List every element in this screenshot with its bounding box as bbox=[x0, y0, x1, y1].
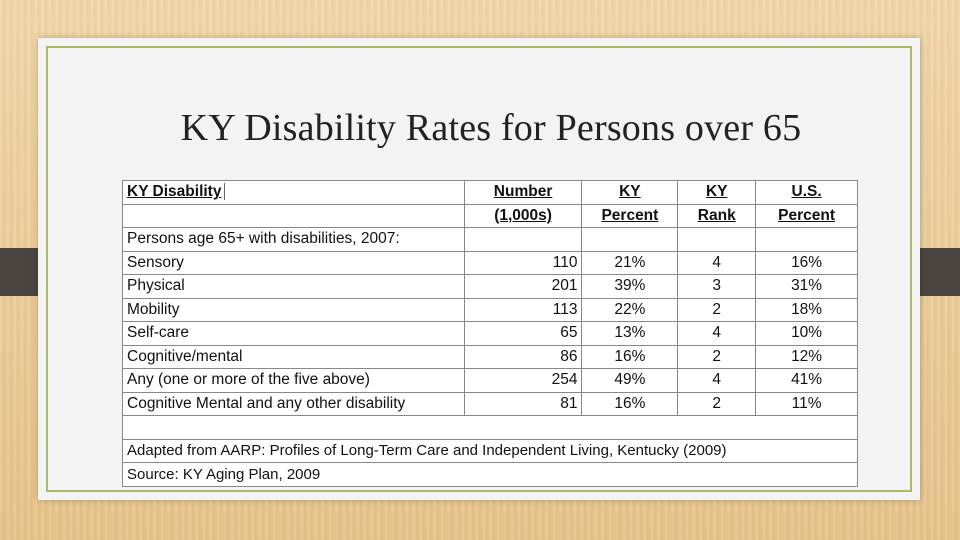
slide: KY Disability Rates for Persons over 65 … bbox=[38, 38, 920, 500]
source-note: Source: KY Aging Plan, 2009 bbox=[122, 462, 858, 487]
header-ky-percent: KY bbox=[581, 180, 679, 205]
row-rank: 2 bbox=[677, 344, 757, 369]
row-ky-percent: 16% bbox=[581, 391, 679, 416]
row-us-percent: 18% bbox=[755, 297, 858, 322]
row-us-percent: 16% bbox=[755, 250, 858, 275]
row-number: 86 bbox=[463, 344, 583, 369]
row-ky-percent: 16% bbox=[581, 344, 679, 369]
row-us-percent: 31% bbox=[755, 274, 858, 299]
header-units: (1,000s) bbox=[463, 203, 583, 228]
header-label-cell: KY Disability bbox=[122, 180, 465, 205]
header-rank: Rank bbox=[677, 203, 757, 228]
header-percent: Percent bbox=[581, 203, 679, 228]
table-row: Physical 201 39% 3 31% bbox=[122, 274, 858, 299]
row-ky-percent: 21% bbox=[581, 250, 679, 275]
row-rank: 2 bbox=[677, 297, 757, 322]
header-percent-us: Percent bbox=[755, 203, 858, 228]
adapted-note-row: Adapted from AARP: Profiles of Long-Term… bbox=[122, 438, 858, 463]
row-number: 110 bbox=[463, 250, 583, 275]
row-label: Cognitive Mental and any other disabilit… bbox=[122, 391, 465, 416]
row-ky-percent: 39% bbox=[581, 274, 679, 299]
table-row: Self-care 65 13% 4 10% bbox=[122, 321, 858, 346]
row-label: Self-care bbox=[122, 321, 465, 346]
adapted-note: Adapted from AARP: Profiles of Long-Term… bbox=[122, 438, 858, 463]
header-ky-disability: KY Disability bbox=[127, 183, 226, 201]
table-row: Cognitive Mental and any other disabilit… bbox=[122, 391, 858, 416]
row-ky-percent: 13% bbox=[581, 321, 679, 346]
table-header-row-2: (1,000s) Percent Rank Percent bbox=[122, 203, 858, 228]
row-rank: 3 bbox=[677, 274, 757, 299]
row-us-percent: 10% bbox=[755, 321, 858, 346]
row-rank: 2 bbox=[677, 391, 757, 416]
source-note-row: Source: KY Aging Plan, 2009 bbox=[122, 462, 858, 487]
header-ky-rank: KY bbox=[677, 180, 757, 205]
row-number: 254 bbox=[463, 368, 583, 393]
blank-row bbox=[122, 415, 858, 440]
table-row: Mobility 113 22% 2 18% bbox=[122, 297, 858, 322]
row-number: 65 bbox=[463, 321, 583, 346]
row-label: Physical bbox=[122, 274, 465, 299]
header-blank-cell bbox=[122, 203, 465, 228]
section-row: Persons age 65+ with disabilities, 2007: bbox=[122, 227, 858, 252]
row-us-percent: 11% bbox=[755, 391, 858, 416]
disability-table: KY Disability Number KY KY U.S. (1,000s)… bbox=[122, 180, 858, 487]
header-number: Number bbox=[463, 180, 583, 205]
table-row: Any (one or more of the five above) 254 … bbox=[122, 368, 858, 393]
slide-border bbox=[46, 46, 912, 492]
row-label: Sensory bbox=[122, 250, 465, 275]
slide-title: KY Disability Rates for Persons over 65 bbox=[180, 107, 802, 149]
row-number: 113 bbox=[463, 297, 583, 322]
row-label: Mobility bbox=[122, 297, 465, 322]
row-number: 81 bbox=[463, 391, 583, 416]
row-ky-percent: 49% bbox=[581, 368, 679, 393]
header-us-percent: U.S. bbox=[755, 180, 858, 205]
row-rank: 4 bbox=[677, 368, 757, 393]
row-us-percent: 41% bbox=[755, 368, 858, 393]
row-label: Any (one or more of the five above) bbox=[122, 368, 465, 393]
section-label: Persons age 65+ with disabilities, 2007: bbox=[122, 227, 465, 252]
row-us-percent: 12% bbox=[755, 344, 858, 369]
row-rank: 4 bbox=[677, 321, 757, 346]
row-rank: 4 bbox=[677, 250, 757, 275]
row-label: Cognitive/mental bbox=[122, 344, 465, 369]
table-header-row: KY Disability Number KY KY U.S. bbox=[122, 180, 858, 205]
table-row: Sensory 110 21% 4 16% bbox=[122, 250, 858, 275]
table-row: Cognitive/mental 86 16% 2 12% bbox=[122, 344, 858, 369]
row-ky-percent: 22% bbox=[581, 297, 679, 322]
row-number: 201 bbox=[463, 274, 583, 299]
